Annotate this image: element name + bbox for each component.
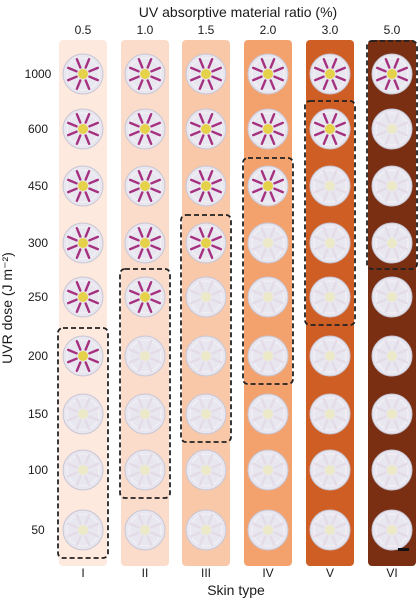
sensor-disc bbox=[247, 222, 289, 264]
sensor-disc bbox=[124, 335, 166, 377]
threshold-box bbox=[119, 268, 171, 499]
sensor-disc bbox=[185, 449, 227, 491]
sensor-disc bbox=[124, 509, 166, 551]
sensor-disc bbox=[62, 449, 104, 491]
ratio-label-2: 1.5 bbox=[198, 23, 215, 37]
sensor-disc bbox=[247, 393, 289, 435]
sensor-disc bbox=[124, 449, 166, 491]
sensor-disc bbox=[371, 276, 413, 318]
sensor-disc bbox=[62, 509, 104, 551]
sensor-disc bbox=[247, 335, 289, 377]
sensor-disc bbox=[309, 276, 351, 318]
column-V bbox=[304, 40, 356, 566]
sensor-disc bbox=[124, 108, 166, 150]
sensor-disc bbox=[309, 449, 351, 491]
x-axis-label: Skin type bbox=[207, 582, 265, 598]
sensor-disc bbox=[309, 393, 351, 435]
skin-type-label-1: II bbox=[142, 566, 149, 580]
sensor-disc bbox=[309, 108, 351, 150]
column-VI bbox=[366, 40, 418, 566]
sensor-disc bbox=[309, 335, 351, 377]
sensor-disc bbox=[309, 222, 351, 264]
sensor-disc bbox=[62, 165, 104, 207]
sensor-disc bbox=[124, 393, 166, 435]
sensor-disc bbox=[247, 509, 289, 551]
column-IV bbox=[242, 40, 294, 566]
sensor-disc bbox=[309, 509, 351, 551]
threshold-box bbox=[366, 40, 418, 270]
sensor-disc bbox=[185, 393, 227, 435]
dose-label-250: 250 bbox=[28, 290, 48, 304]
figure-title: UV absorptive material ratio (%) bbox=[139, 4, 337, 20]
skin-type-label-5: VI bbox=[386, 566, 397, 580]
column-II bbox=[119, 40, 171, 566]
skin-type-label-2: III bbox=[201, 566, 211, 580]
sensor-disc bbox=[247, 449, 289, 491]
sensor-disc bbox=[185, 222, 227, 264]
dose-label-300: 300 bbox=[28, 236, 48, 250]
skin-type-label-0: I bbox=[81, 566, 84, 580]
threshold-box bbox=[57, 327, 109, 559]
sensor-disc bbox=[371, 449, 413, 491]
sensor-disc bbox=[185, 53, 227, 95]
sensor-disc bbox=[309, 165, 351, 207]
sensor-disc bbox=[371, 335, 413, 377]
sensor-disc bbox=[62, 108, 104, 150]
sensor-disc bbox=[62, 276, 104, 318]
sensor-disc bbox=[371, 222, 413, 264]
sensor-disc bbox=[62, 222, 104, 264]
skin-type-label-3: IV bbox=[262, 566, 273, 580]
dose-label-600: 600 bbox=[28, 122, 48, 136]
sensor-disc bbox=[247, 276, 289, 318]
column-I bbox=[57, 40, 109, 566]
skin-type-labels: I II III IV V VI bbox=[81, 566, 397, 580]
scale-bar bbox=[398, 548, 409, 551]
column-III bbox=[180, 40, 232, 566]
sensor-disc bbox=[247, 53, 289, 95]
threshold-box bbox=[242, 157, 294, 385]
sensor-disc bbox=[371, 53, 413, 95]
y-axis-label: UVR dose (J m⁻²) bbox=[0, 252, 15, 364]
ratio-label-4: 3.0 bbox=[322, 23, 339, 37]
sensor-disc bbox=[185, 509, 227, 551]
sensor-disc bbox=[371, 165, 413, 207]
sensor-disc bbox=[62, 335, 104, 377]
sensor-disc bbox=[124, 165, 166, 207]
sensor-disc bbox=[124, 53, 166, 95]
dose-label-50: 50 bbox=[31, 523, 45, 537]
sensor-disc bbox=[371, 393, 413, 435]
sensor-disc bbox=[371, 108, 413, 150]
ratio-label-1: 1.0 bbox=[137, 23, 154, 37]
sensor-disc bbox=[371, 509, 413, 551]
ratio-label-3: 2.0 bbox=[260, 23, 277, 37]
sensor-disc bbox=[124, 276, 166, 318]
sensor-disc bbox=[247, 108, 289, 150]
skin-type-columns bbox=[57, 40, 418, 566]
dose-label-150: 150 bbox=[28, 407, 48, 421]
ratio-labels: 0.5 1.0 1.5 2.0 3.0 5.0 bbox=[75, 23, 401, 37]
ratio-label-0: 0.5 bbox=[75, 23, 92, 37]
dose-label-200: 200 bbox=[28, 349, 48, 363]
sensor-disc bbox=[62, 53, 104, 95]
sensor-disc bbox=[185, 165, 227, 207]
sensor-disc bbox=[124, 222, 166, 264]
dose-tick-labels: 1000 600 450 300 250 200 150 100 50 bbox=[25, 67, 52, 537]
sensor-disc bbox=[309, 53, 351, 95]
sensor-disc bbox=[185, 276, 227, 318]
sensor-disc bbox=[247, 165, 289, 207]
threshold-box bbox=[304, 100, 356, 326]
sensor-disc bbox=[185, 335, 227, 377]
dose-label-1000: 1000 bbox=[25, 67, 52, 81]
skin-type-label-4: V bbox=[326, 566, 334, 580]
dose-label-450: 450 bbox=[28, 179, 48, 193]
dose-label-100: 100 bbox=[28, 463, 48, 477]
sensor-disc bbox=[62, 393, 104, 435]
sensor-disc bbox=[185, 108, 227, 150]
ratio-label-5: 5.0 bbox=[384, 23, 401, 37]
threshold-box bbox=[180, 214, 232, 443]
